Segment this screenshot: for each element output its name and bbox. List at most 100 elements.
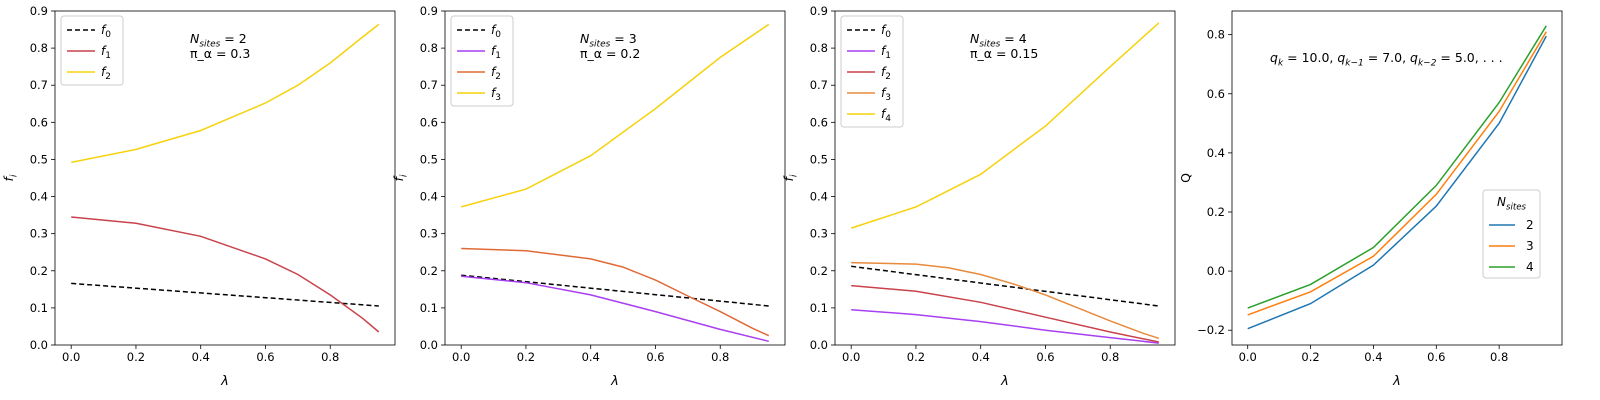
annotation-text: π_α = 0.15 [970, 46, 1038, 61]
y-tick-label: 0.9 [810, 4, 828, 18]
series-line-4 [1247, 25, 1547, 309]
legend-label: f3 [491, 86, 501, 103]
y-tick-label: 0.5 [810, 152, 828, 166]
y-axis-label-group: fi [391, 174, 410, 181]
x-tick-label: 0.6 [1036, 350, 1054, 364]
x-tick-label: 0.2 [1301, 350, 1319, 364]
y-tick-label: 0.7 [810, 78, 828, 92]
series-line-f0 [71, 282, 379, 307]
y-tick-label: 0.1 [30, 301, 48, 315]
x-tick-label: 0.4 [1364, 350, 1382, 364]
x-axis-label: λ [220, 374, 229, 389]
x-axis-label: λ [610, 374, 619, 389]
y-axis-label: fi [391, 174, 410, 181]
annotation-text: Nsites = 3 [580, 31, 637, 50]
y-tick-label: 0.0 [1207, 264, 1225, 278]
chart-panel-1: 0.0 0.2 0.4 0.6 0.8 0.0 0.1 0.2 0.3 0.4 0.5 0.6 0.7 0… [1, 4, 396, 389]
y-tick-label: 0.8 [810, 41, 828, 55]
y-tick-label: 0.6 [810, 115, 828, 129]
y-tick-label: 0.8 [30, 41, 48, 55]
legend-title: Nsites [1497, 195, 1527, 212]
x-tick-label: 0.6 [256, 350, 274, 364]
y-axis-label-group: fi [781, 174, 800, 181]
series-line-f3 [461, 23, 770, 208]
y-tick-label: 0.2 [810, 264, 828, 278]
series-line-f0 [461, 274, 769, 307]
y-tick-label: 0.4 [30, 190, 48, 204]
chart-panel-4: 0.0 0.2 0.4 0.6 0.8 −0.2 0.0 0.2 0.4 0.6 0.8 λ Qqk =… [1178, 10, 1563, 389]
series-line-f2 [461, 247, 770, 337]
x-tick-label: 0.8 [1490, 350, 1508, 364]
x-tick-label: 0.4 [192, 350, 210, 364]
y-tick-label: 0.6 [1207, 87, 1225, 101]
y-tick-label: 0.7 [30, 78, 48, 92]
y-tick-label: 0.8 [420, 41, 438, 55]
y-tick-label: 0.2 [420, 264, 438, 278]
annotation-text: π_α = 0.3 [190, 46, 250, 61]
series-line-f3 [851, 261, 1160, 340]
x-tick-label: 0.0 [842, 350, 860, 364]
y-axis-label: Q [1178, 173, 1193, 183]
y-tick-label: 0.8 [1207, 28, 1225, 42]
x-tick-label: 0.8 [711, 350, 729, 364]
y-tick-label: 0.4 [420, 190, 438, 204]
legend-label: f4 [881, 107, 891, 124]
y-tick-label: 0.1 [810, 301, 828, 315]
y-tick-label: 0.4 [810, 190, 828, 204]
y-axis-label: fi [1, 174, 20, 181]
legend-label: f0 [101, 23, 111, 40]
series-line-f1 [851, 308, 1159, 344]
y-tick-label: 0.0 [420, 338, 438, 352]
y-tick-label: 0.7 [420, 78, 438, 92]
legend-label: 2 [1526, 218, 1534, 232]
x-tick-label: 0.0 [1239, 350, 1257, 364]
annotation-text: Nsites = 2 [190, 31, 247, 50]
x-tick-label: 0.6 [646, 350, 664, 364]
x-tick-label: 0.0 [62, 350, 80, 364]
legend-label: f2 [881, 65, 891, 82]
y-tick-label: 0.2 [30, 264, 48, 278]
chart-panel-3: 0.0 0.2 0.4 0.6 0.8 0.0 0.1 0.2 0.3 0.4 0.5 0.6 0.7 0… [781, 4, 1176, 389]
legend-box [450, 15, 514, 107]
legend-label: f0 [491, 23, 501, 40]
series-line-2 [1247, 35, 1547, 330]
legend-label: f0 [881, 23, 891, 40]
series-line-f0 [851, 265, 1159, 307]
y-tick-label: 0.1 [420, 301, 438, 315]
plot-frame [444, 10, 786, 346]
series-line-f1 [71, 216, 380, 333]
series-line-3 [1247, 31, 1547, 316]
series-line-f2 [851, 284, 1159, 343]
series-line-f2 [71, 23, 380, 164]
y-tick-label: 0.6 [30, 115, 48, 129]
legend-label: f3 [881, 86, 891, 103]
y-tick-label: 0.0 [30, 338, 48, 352]
x-tick-label: 0.2 [127, 350, 145, 364]
x-tick-label: 0.0 [452, 350, 470, 364]
y-axis-label: fi [781, 174, 800, 181]
y-tick-label: 0.3 [420, 227, 438, 241]
y-tick-label: 0.0 [810, 338, 828, 352]
annotation-text: Nsites = 4 [970, 31, 1027, 50]
legend-label: f1 [101, 44, 111, 61]
plot-frame [1231, 10, 1563, 346]
legend-label: f1 [491, 44, 501, 61]
x-axis-label: λ [1000, 374, 1009, 389]
annotation-text: qk = 10.0, qk−1 = 7.0, qk−2 = 5.0, . . . [1270, 50, 1503, 69]
x-tick-label: 0.6 [1427, 350, 1445, 364]
y-tick-label: 0.3 [30, 227, 48, 241]
x-tick-label: 0.2 [517, 350, 535, 364]
legend-box [1482, 189, 1541, 279]
legend-label: 3 [1526, 239, 1534, 253]
annotation-text: π_α = 0.2 [580, 46, 640, 61]
chart-panel-2: 0.0 0.2 0.4 0.6 0.8 0.0 0.1 0.2 0.3 0.4 0.5 0.6 0.7 0… [391, 4, 786, 389]
y-tick-label: 0.9 [420, 4, 438, 18]
legend-label: f1 [881, 44, 891, 61]
y-tick-label: 0.9 [30, 4, 48, 18]
x-tick-label: 0.4 [582, 350, 600, 364]
x-tick-label: 0.4 [972, 350, 990, 364]
y-tick-label: 0.6 [420, 115, 438, 129]
legend-label: f2 [491, 65, 501, 82]
x-tick-label: 0.8 [321, 350, 339, 364]
